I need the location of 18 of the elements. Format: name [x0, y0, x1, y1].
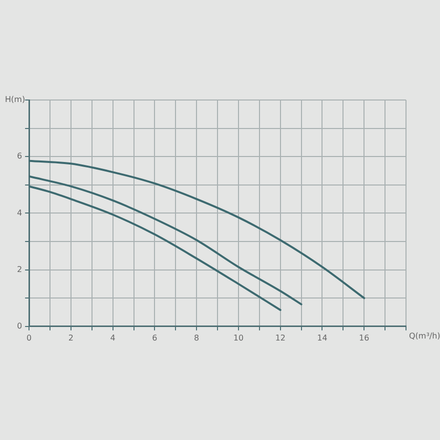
y-tick-label: 2	[16, 264, 22, 274]
x-tick-label: 0	[26, 333, 32, 342]
y-tick-label: 4	[16, 208, 22, 218]
x-tick-label: 6	[152, 333, 158, 342]
y-tick-label: 0	[16, 321, 22, 330]
line-series	[29, 185, 282, 311]
x-tick-label: 10	[233, 333, 244, 342]
x-tick-label: 12	[275, 333, 286, 342]
x-tick-label: 16	[359, 333, 370, 342]
x-tick-label: 2	[68, 333, 74, 342]
y-axis-title: H(m)	[5, 95, 26, 104]
x-tick-label: 8	[194, 333, 200, 342]
line-series	[29, 160, 366, 300]
x-tick-label: 4	[110, 333, 116, 342]
x-tick-label: 14	[317, 333, 328, 342]
y-tick-label: 6	[16, 152, 22, 161]
line-series	[29, 175, 302, 306]
x-axis-title: Q(m³/h)	[409, 331, 440, 340]
